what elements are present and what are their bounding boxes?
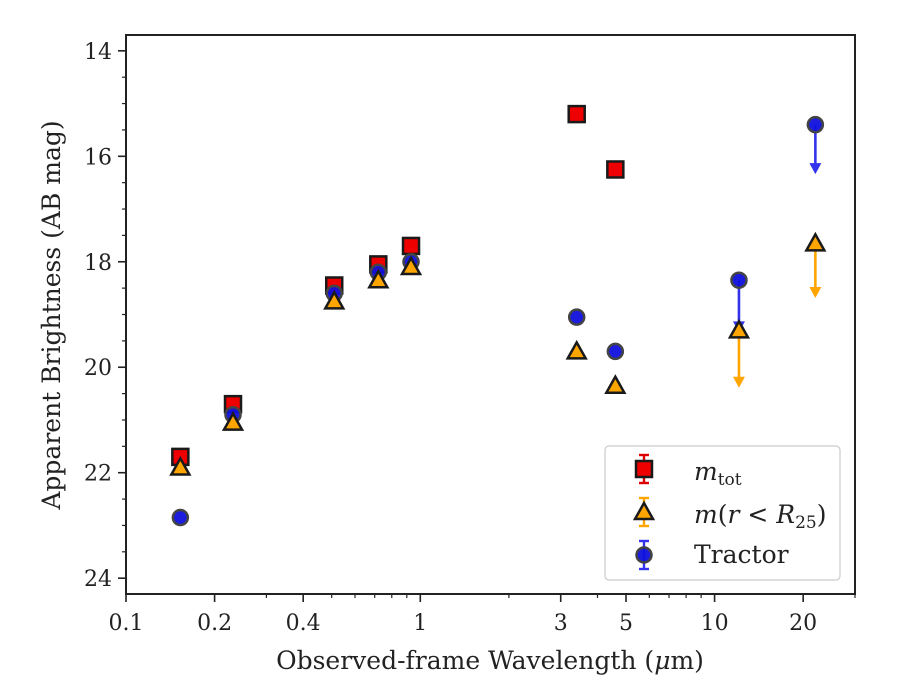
mr25-point [367,268,390,289]
mtot-point [606,160,625,179]
tractor-point [806,115,825,134]
legend-label-m-r25: m(r < R25) [694,500,827,533]
y-tick-label: 18 [84,251,112,276]
mr25-point [169,455,192,476]
legend: mtot m(r < R25) Tractor [604,445,841,581]
y-axis-ticks: 14 16 18 20 22 24 [84,40,126,592]
mr25-point [565,339,588,360]
x-axis-title: Observed-frame Wavelength (μm) [276,646,704,675]
x-tick-label: 5 [619,611,633,636]
x-tick-label: 0.1 [109,611,144,636]
x-tick-label: 20 [789,611,817,636]
tractor-upper-limit-arrow-head [809,163,822,175]
plot-area: 0.1 0.2 0.4 1 3 5 10 20 14 16 18 20 22 24 [84,34,856,636]
mr25-upper-limit-arrow-head [809,287,822,299]
legend-box [604,445,841,581]
legend-label-tractor: Tractor [694,540,789,569]
mr25-point [399,255,423,276]
mr25-upper-limit-arrow-head [732,376,745,388]
x-tick-label: 1 [413,611,427,636]
mr25-point [221,411,245,431]
tractor-point [171,508,190,527]
y-tick-label: 22 [84,462,112,487]
mtot-point [401,236,421,256]
y-tick-label: 14 [84,40,112,65]
mr25-point [727,318,751,339]
x-tick-label: 3 [554,611,568,636]
tractor-point [606,342,625,361]
mr25-point [804,231,827,252]
data-marks [169,104,827,527]
x-tick-label: 10 [701,611,729,636]
x-tick-label: 0.2 [197,611,232,636]
y-tick-label: 16 [84,145,112,170]
tractor-point [730,271,748,289]
legend-marker-mtot [634,459,654,479]
mtot-point [567,104,586,124]
legend-label-mtot: mtot [694,457,742,490]
y-axis-title: Apparent Brightness (AB mag) [37,120,66,510]
y-tick-label: 24 [84,567,112,592]
mr25-point [604,374,627,394]
y-tick-label: 20 [84,356,112,381]
x-tick-label: 0.4 [286,611,321,636]
legend-marker-mr25 [632,500,656,521]
tractor-point [567,308,586,326]
x-axis-ticks: 0.1 0.2 0.4 1 3 5 10 20 [109,594,856,636]
legend-marker-tractor [635,546,653,564]
legend-markers [632,453,656,571]
mr25-point [323,289,346,310]
